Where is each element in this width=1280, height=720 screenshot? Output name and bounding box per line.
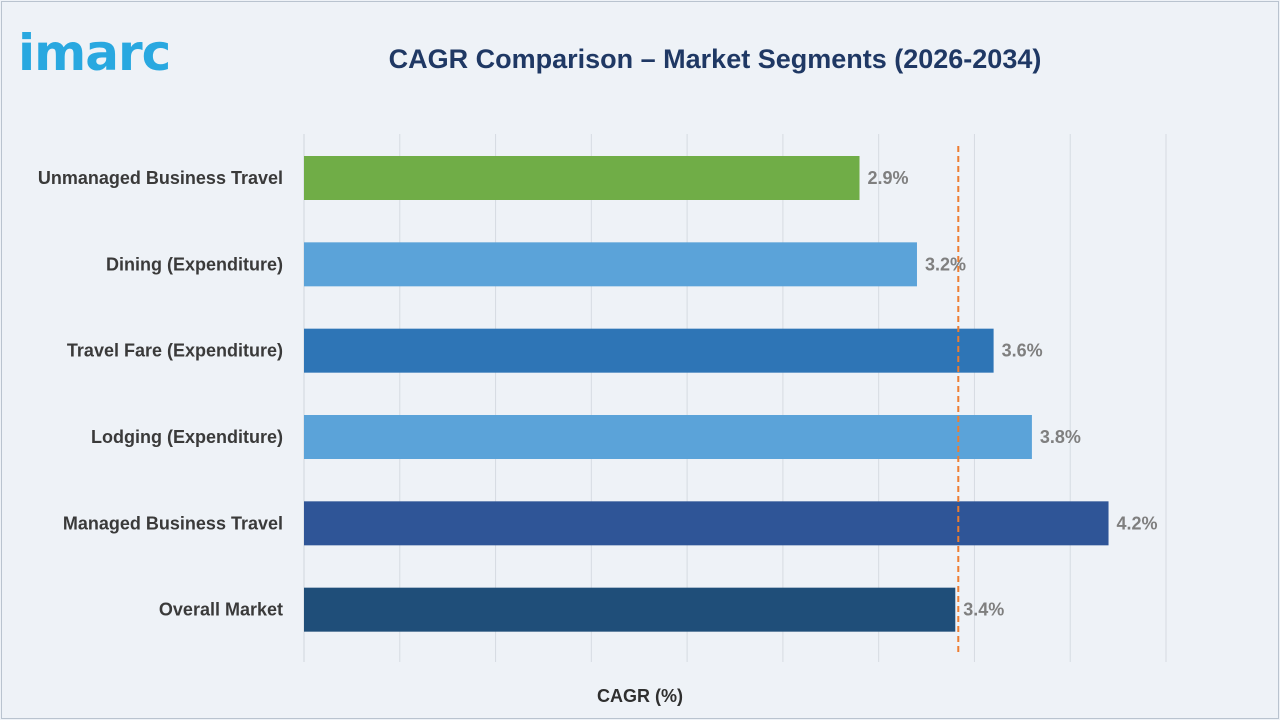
- bar-5: [304, 501, 1109, 546]
- bar-1: [304, 156, 860, 200]
- category-label-1: Unmanaged Business Travel: [38, 168, 283, 188]
- chart-title: CAGR Comparison – Market Segments (2026-…: [388, 44, 1042, 74]
- data-label-4: 3.8%: [1040, 427, 1081, 447]
- logo-text: imarc: [18, 24, 171, 82]
- category-label-2: Dining (Expenditure): [106, 254, 283, 274]
- imarc-logo: imarc: [18, 28, 171, 78]
- data-label-3: 3.6%: [1002, 341, 1043, 361]
- bar-3: [304, 328, 994, 373]
- data-label-5: 4.2%: [1117, 513, 1158, 533]
- bar-6: [304, 587, 956, 632]
- data-label-2: 3.2%: [925, 254, 966, 274]
- category-label-6: Overall Market: [159, 600, 283, 620]
- category-label-3: Travel Fare (Expenditure): [67, 341, 283, 361]
- x-axis-label: CAGR (%): [597, 686, 683, 706]
- bar-2: [304, 242, 917, 287]
- data-label-1: 2.9%: [868, 168, 909, 188]
- category-label-5: Managed Business Travel: [63, 513, 283, 533]
- data-label-6: 3.4%: [963, 600, 1004, 620]
- category-label-4: Lodging (Expenditure): [91, 427, 283, 447]
- bar-4: [304, 415, 1032, 459]
